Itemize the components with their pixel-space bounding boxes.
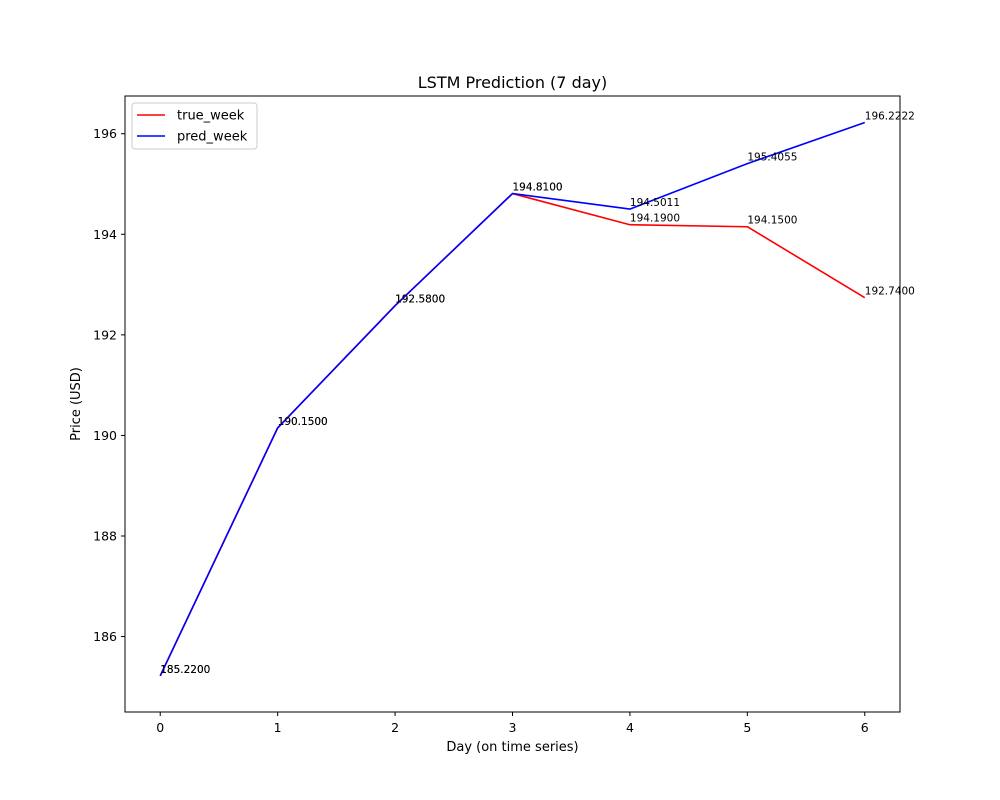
data-label-pred_week: 195.4055 xyxy=(747,152,797,164)
data-label-pred_week: 194.5011 xyxy=(630,197,680,209)
y-tick-label: 192 xyxy=(93,327,117,342)
x-axis-title: Day (on time series) xyxy=(446,740,578,755)
x-tick-label: 0 xyxy=(156,720,164,735)
y-tick-label: 186 xyxy=(93,629,117,644)
legend-label-true_week: true_week xyxy=(177,109,245,124)
series-line-pred_week xyxy=(159,121,866,677)
y-axis-title: Price (USD) xyxy=(69,367,84,441)
data-label-true_week: 185.2200 xyxy=(160,664,210,676)
data-label-true_week: 194.8100 xyxy=(513,182,563,194)
data-label-true_week: 194.1500 xyxy=(747,215,797,227)
data-label-pred_week: 194.8100 xyxy=(513,182,563,194)
data-label-true_week: 192.5800 xyxy=(395,294,445,306)
x-tick-label: 4 xyxy=(626,720,634,735)
y-tick-label: 196 xyxy=(93,126,117,141)
chart-title: LSTM Prediction (7 day) xyxy=(418,73,607,92)
y-tick-label: 190 xyxy=(93,428,117,443)
data-label-pred_week: 185.2200 xyxy=(160,664,210,676)
x-tick-label: 2 xyxy=(391,720,399,735)
x-tick-label: 3 xyxy=(509,720,517,735)
x-tick-label: 5 xyxy=(743,720,751,735)
data-label-true_week: 190.1500 xyxy=(278,416,328,428)
data-label-pred_week: 192.5800 xyxy=(395,294,445,306)
data-label-pred_week: 196.2222 xyxy=(865,111,915,123)
y-tick-label: 194 xyxy=(93,227,117,242)
y-tick-label: 188 xyxy=(93,529,117,544)
legend: true_week pred_week xyxy=(131,102,258,150)
legend-label-pred_week: pred_week xyxy=(177,130,248,145)
x-tick-label: 1 xyxy=(274,720,282,735)
data-label-true_week: 192.7400 xyxy=(865,286,915,298)
data-label-true_week: 194.1900 xyxy=(630,213,680,225)
data-label-pred_week: 190.1500 xyxy=(278,416,328,428)
x-tick-label: 6 xyxy=(861,720,869,735)
